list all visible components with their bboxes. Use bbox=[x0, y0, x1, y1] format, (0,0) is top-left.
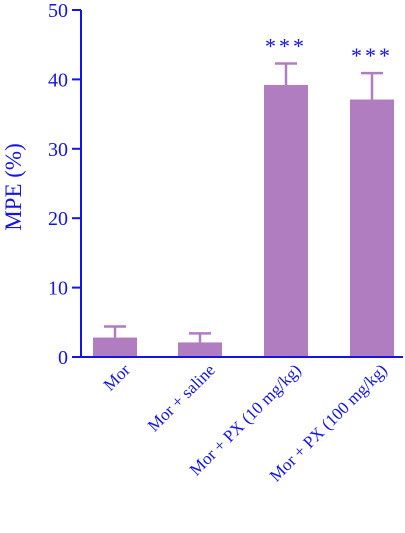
y-axis: 0 10 20 30 40 50 bbox=[48, 0, 82, 369]
bar bbox=[264, 84, 308, 358]
significance-group: *** *** bbox=[265, 33, 393, 68]
y-tick-label: 50 bbox=[48, 0, 68, 22]
x-tick-label: Mor bbox=[100, 360, 134, 394]
bars-group bbox=[93, 84, 394, 358]
bar bbox=[178, 342, 222, 357]
significance-label: *** bbox=[265, 33, 307, 58]
y-tick-label: 0 bbox=[58, 347, 68, 369]
significance-label: *** bbox=[351, 43, 393, 68]
bar bbox=[350, 99, 394, 357]
y-tick-label: 20 bbox=[48, 208, 68, 230]
bar bbox=[93, 337, 137, 357]
error-bars-group bbox=[104, 62, 383, 343]
y-tick-label: 10 bbox=[48, 278, 68, 300]
x-tick-label: Mor + saline bbox=[144, 360, 219, 435]
y-tick-label: 40 bbox=[48, 69, 68, 91]
y-axis-label: MPE (%) bbox=[1, 143, 26, 231]
y-tick-label: 30 bbox=[48, 139, 68, 161]
